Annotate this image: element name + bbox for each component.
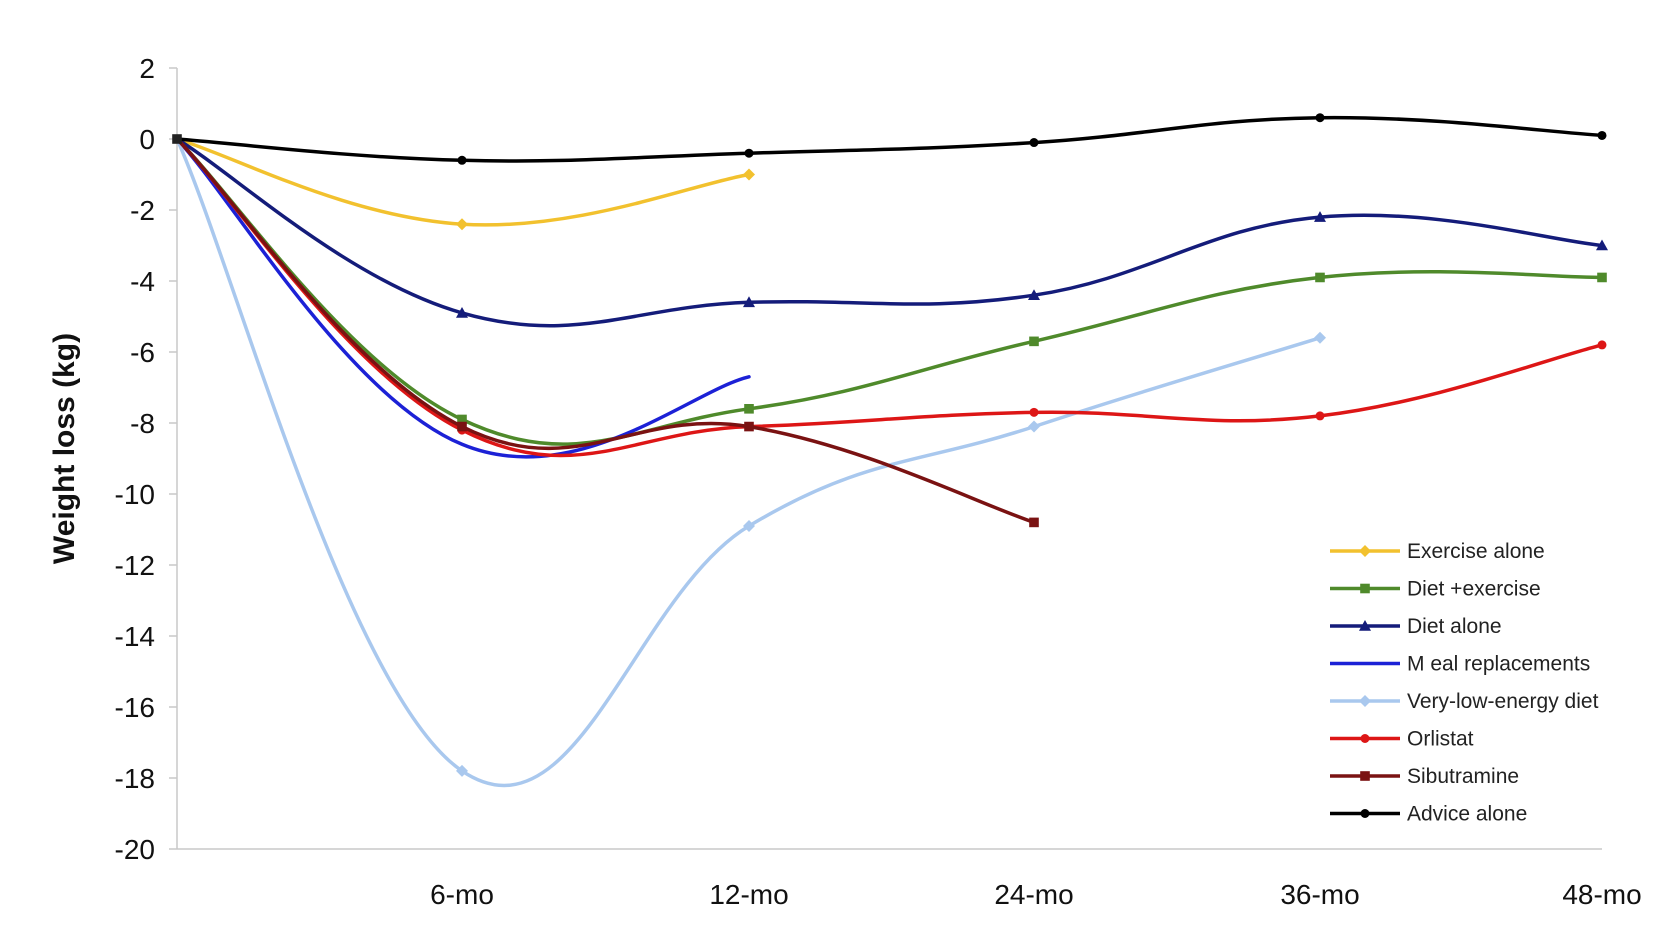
- legend-label: Diet alone: [1407, 615, 1502, 638]
- data-point-marker: [456, 764, 468, 777]
- axes: [176, 68, 1602, 850]
- series-line: [175, 137, 1036, 525]
- series-1: [175, 137, 1607, 446]
- data-point-marker: [1029, 407, 1039, 417]
- legend-item: Diet +exercise: [1330, 578, 1541, 601]
- data-point-marker: [1359, 620, 1371, 631]
- data-point-marker: [743, 296, 755, 308]
- data-point-marker: [1029, 517, 1039, 528]
- legend-item: Very-low-energy diet: [1330, 690, 1599, 713]
- series-line: [175, 137, 1604, 446]
- data-point-marker: [1359, 695, 1371, 707]
- data-point-marker: [457, 155, 467, 165]
- legend-item: Advice alone: [1330, 803, 1527, 826]
- data-point-marker: [1597, 130, 1607, 140]
- legend-label: Diet +exercise: [1407, 578, 1541, 601]
- y-tick-label: 0: [139, 124, 155, 155]
- y-axis-title: Weight loss (kg): [48, 333, 81, 564]
- data-point-marker: [1359, 545, 1371, 557]
- legend-label: Advice alone: [1407, 803, 1527, 826]
- series-4: [175, 137, 1326, 788]
- x-tick-label: 36-mo: [1280, 879, 1359, 910]
- y-tick-label: -20: [115, 834, 155, 865]
- data-point-marker: [1028, 289, 1040, 300]
- data-point-marker: [457, 414, 467, 425]
- series-5: [175, 137, 1607, 458]
- y-axis-ticks: 2 0 -2 -4 -6 -8 -10 -12 -14 -16 -18 -20: [115, 53, 177, 865]
- y-tick-label: -12: [115, 550, 155, 581]
- data-point-marker: [744, 404, 754, 414]
- legend-item: Sibutramine: [1330, 765, 1519, 788]
- legend-label: M eal replacements: [1407, 653, 1590, 676]
- y-tick-label: -18: [115, 763, 155, 794]
- y-tick-label: -16: [115, 692, 155, 723]
- data-point-marker: [1314, 331, 1326, 344]
- series-line: [175, 137, 751, 227]
- data-point-marker: [1315, 113, 1325, 123]
- legend-item: Orlistat: [1330, 728, 1474, 751]
- series-0: [175, 137, 755, 231]
- y-tick-label: 2: [139, 53, 155, 84]
- data-point-marker: [1360, 809, 1370, 818]
- data-point-marker: [1315, 411, 1325, 421]
- y-tick-label: -8: [130, 408, 155, 439]
- series-layer: [172, 113, 1608, 788]
- data-point-marker: [744, 421, 754, 432]
- legend: Exercise alone Diet +exercise Diet alone M …: [1330, 540, 1599, 826]
- data-point-marker: [1360, 734, 1370, 743]
- series-line: [175, 137, 751, 459]
- y-tick-label: -2: [130, 195, 155, 226]
- data-point-marker: [744, 148, 754, 158]
- y-tick-label: -4: [130, 266, 155, 297]
- y-tick-label: -14: [115, 621, 155, 652]
- y-tick-label: -10: [115, 479, 155, 510]
- data-point-marker: [456, 306, 468, 318]
- data-point-marker: [1596, 239, 1608, 251]
- series-line: [175, 115, 1604, 163]
- series-7: [175, 113, 1607, 165]
- x-tick-label: 48-mo: [1562, 879, 1641, 910]
- x-tick-label: 12-mo: [709, 879, 788, 910]
- legend-label: Exercise alone: [1407, 540, 1545, 563]
- data-point-marker: [1360, 583, 1370, 594]
- data-point-marker: [1597, 340, 1607, 350]
- data-point-marker: [1028, 420, 1040, 433]
- data-point-marker: [743, 168, 755, 181]
- data-point-marker: [1597, 272, 1607, 283]
- data-point-marker: [1029, 138, 1039, 148]
- series-2: [175, 137, 1608, 328]
- legend-item: Exercise alone: [1330, 540, 1545, 563]
- data-point-marker: [1029, 336, 1039, 347]
- legend-item: Diet alone: [1330, 615, 1502, 638]
- data-point-marker: [743, 519, 755, 532]
- x-tick-label: 6-mo: [430, 879, 494, 910]
- data-point-marker: [172, 134, 182, 144]
- data-point-marker: [1314, 211, 1326, 222]
- data-point-marker: [457, 421, 467, 432]
- legend-label: Very-low-energy diet: [1407, 690, 1599, 713]
- data-point-marker: [456, 218, 468, 231]
- data-point-marker: [1315, 272, 1325, 283]
- series-line: [175, 137, 1604, 328]
- legend-label: Sibutramine: [1407, 765, 1519, 788]
- series-line: [175, 137, 1604, 458]
- x-axis-ticks: 6-mo 12-mo 24-mo 36-mo 48-mo: [430, 879, 1642, 910]
- series-6: [175, 137, 1039, 528]
- legend-item: M eal replacements: [1330, 653, 1590, 676]
- legend-label: Orlistat: [1407, 728, 1474, 751]
- series-3: [175, 137, 751, 459]
- y-tick-label: -6: [130, 337, 155, 368]
- series-line: [175, 137, 1322, 788]
- x-tick-label: 24-mo: [994, 879, 1073, 910]
- data-point-marker: [1360, 771, 1370, 781]
